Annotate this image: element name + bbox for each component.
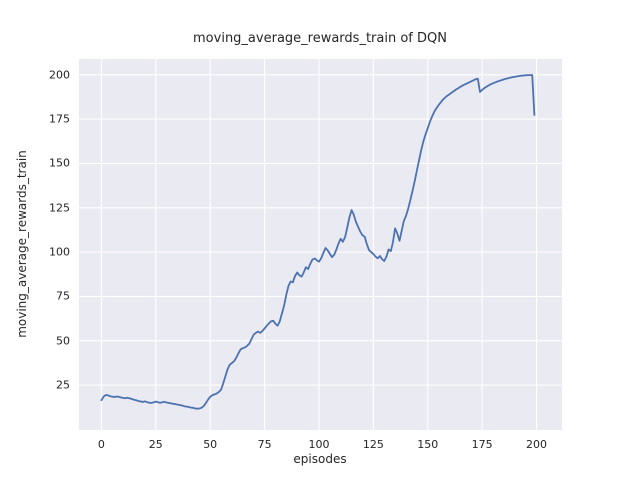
x-tick-label: 25 (148, 438, 163, 451)
y-tick-label: 50 (56, 334, 70, 348)
x-tick-label: 75 (257, 438, 272, 451)
x-tick-label: 200 (526, 438, 548, 451)
y-tick-label: 150 (49, 156, 70, 170)
x-tick-label: 0 (97, 438, 105, 451)
y-tick-label: 125 (49, 201, 70, 215)
chart-title: moving_average_rewards_train of DQN (193, 31, 447, 46)
y-tick-label: 100 (49, 245, 70, 259)
x-tick-label: 100 (308, 438, 330, 451)
reward-line (100, 74, 536, 410)
y-tick-label: 75 (56, 289, 70, 303)
x-tick-label: 150 (417, 438, 439, 451)
plot-area (79, 59, 562, 430)
y-tick-label: 200 (49, 68, 70, 82)
x-tick-label: 175 (471, 438, 493, 451)
x-tick-label: 50 (203, 438, 218, 451)
x-axis-label: episodes (293, 452, 347, 466)
x-tick-label: 125 (362, 438, 384, 451)
y-tick-label: 175 (49, 112, 70, 126)
y-axis-label: moving_average_rewards_train (15, 150, 29, 338)
y-tick-label: 25 (56, 378, 70, 392)
